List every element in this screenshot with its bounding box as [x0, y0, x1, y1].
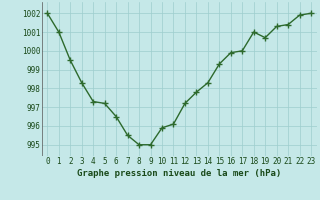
X-axis label: Graphe pression niveau de la mer (hPa): Graphe pression niveau de la mer (hPa)	[77, 169, 281, 178]
